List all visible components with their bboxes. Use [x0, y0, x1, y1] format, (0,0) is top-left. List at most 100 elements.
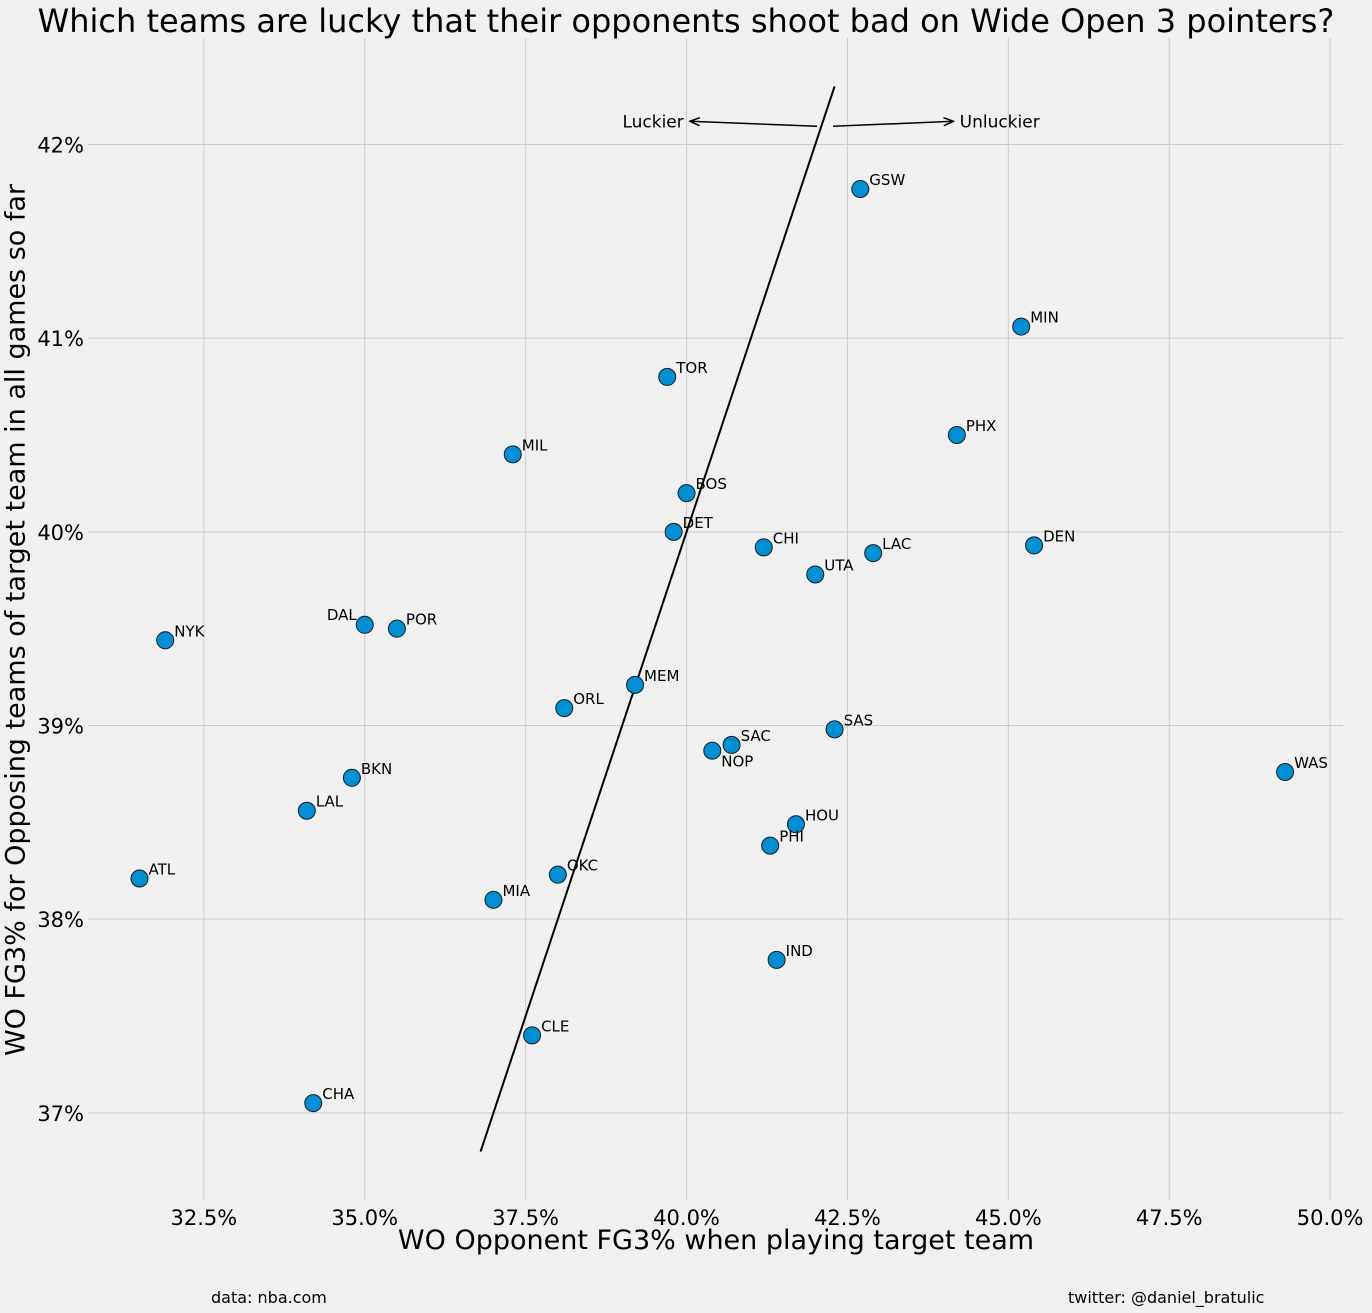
x-tick-label: 37.5% — [492, 1206, 559, 1230]
team-marker — [387, 619, 406, 638]
team-label: CHA — [322, 1085, 355, 1103]
team-label: NOP — [721, 753, 753, 771]
team-label: POR — [406, 611, 437, 629]
team-marker — [304, 1094, 323, 1113]
team-point-uta: UTA — [806, 556, 854, 584]
team-label: HOU — [805, 806, 839, 824]
team-point-den: DEN — [1025, 527, 1075, 555]
x-axis-label: WO Opponent FG3% when playing target tea… — [397, 1225, 1035, 1256]
team-label: MEM — [644, 667, 679, 685]
team-point-dal: DAL — [327, 606, 374, 634]
team-marker — [503, 445, 522, 464]
team-label: PHI — [779, 828, 804, 846]
team-label: GSW — [869, 171, 905, 189]
team-marker — [722, 735, 741, 754]
luckier-arrow — [690, 121, 818, 128]
team-marker — [806, 565, 825, 584]
team-point-mem: MEM — [626, 667, 679, 694]
team-label: DET — [683, 514, 714, 532]
team-point-bkn: BKN — [342, 760, 392, 787]
x-tick-label: 47.5% — [1136, 1206, 1203, 1230]
team-marker — [548, 865, 567, 884]
team-label: WAS — [1294, 754, 1328, 772]
y-tick-label: 38% — [37, 908, 84, 932]
team-marker — [658, 367, 677, 386]
team-label: CHI — [773, 529, 799, 547]
team-label: DEN — [1043, 527, 1075, 545]
team-point-sas: SAS — [825, 711, 874, 739]
team-point-okc: OKC — [548, 857, 598, 884]
team-point-lal: LAL — [297, 793, 344, 820]
luckier-annotation: Luckier — [622, 112, 683, 132]
team-marker — [677, 484, 696, 503]
team-marker — [767, 950, 786, 969]
team-point-por: POR — [387, 611, 437, 638]
team-marker — [761, 836, 780, 855]
unluckier-annotation: Unluckier — [960, 112, 1040, 132]
x-tick-label: 40.0% — [653, 1206, 720, 1230]
team-point-mil: MIL — [503, 436, 548, 464]
y-axis-label: WO FG3% for Opposing teams of target tea… — [0, 183, 32, 1057]
team-marker — [1012, 317, 1031, 336]
team-marker — [297, 801, 316, 820]
y-tick-label: 39% — [37, 715, 84, 739]
x-tick-label: 45.0% — [975, 1206, 1042, 1230]
team-label: MIL — [522, 436, 548, 454]
team-marker — [523, 1026, 542, 1045]
team-label: CLE — [541, 1017, 569, 1035]
team-marker — [484, 890, 503, 909]
team-point-ind: IND — [767, 942, 813, 969]
y-tick-label: 41% — [37, 327, 84, 351]
team-label: LAL — [316, 793, 344, 811]
team-marker — [664, 522, 683, 541]
team-label: ATL — [148, 861, 175, 879]
y-tick-label: 42% — [37, 134, 84, 158]
team-point-lac: LAC — [864, 535, 911, 563]
team-point-nop: NOP — [703, 741, 753, 771]
team-point-orl: ORL — [555, 690, 604, 718]
team-label: LAC — [882, 535, 911, 553]
x-tick-label: 50.0% — [1297, 1206, 1364, 1230]
team-point-sac: SAC — [722, 727, 771, 754]
team-marker — [754, 538, 773, 557]
team-point-gsw: GSW — [851, 171, 905, 199]
y-tick-label: 37% — [37, 1102, 84, 1126]
team-marker — [130, 869, 149, 888]
team-point-hou: HOU — [786, 806, 839, 834]
team-marker — [786, 815, 805, 834]
x-tick-label: 35.0% — [331, 1206, 398, 1230]
team-point-min: MIN — [1012, 309, 1059, 336]
team-label: BOS — [696, 475, 727, 493]
team-point-cha: CHA — [304, 1085, 355, 1113]
team-point-mia: MIA — [484, 882, 531, 909]
team-marker — [825, 720, 844, 739]
team-point-bos: BOS — [677, 475, 727, 503]
team-label: MIA — [502, 882, 530, 900]
unluckier-arrow — [832, 121, 954, 128]
team-label: SAC — [741, 727, 771, 745]
twitter-credit: twitter: @daniel_bratulic — [1068, 1288, 1265, 1307]
team-marker — [355, 615, 374, 634]
team-label: ORL — [573, 690, 604, 708]
y-axis-label-container: WO FG3% for Opposing teams of target tea… — [0, 0, 40, 1313]
team-label: PHX — [966, 417, 997, 435]
team-label: IND — [786, 942, 813, 960]
team-point-phx: PHX — [947, 417, 997, 445]
team-label: MIN — [1030, 309, 1059, 327]
team-marker — [555, 699, 574, 718]
team-marker — [1276, 762, 1295, 781]
team-point-det: DET — [664, 514, 714, 541]
team-marker — [947, 426, 966, 445]
team-point-atl: ATL — [130, 861, 176, 888]
team-label: UTA — [824, 556, 854, 574]
team-label: SAS — [844, 711, 874, 729]
team-marker — [1025, 536, 1044, 555]
y-tick-label: 40% — [37, 521, 84, 545]
team-marker — [156, 631, 175, 650]
team-marker — [851, 180, 870, 199]
team-marker — [626, 675, 645, 694]
team-point-cle: CLE — [523, 1017, 569, 1045]
team-point-was: WAS — [1276, 754, 1328, 781]
